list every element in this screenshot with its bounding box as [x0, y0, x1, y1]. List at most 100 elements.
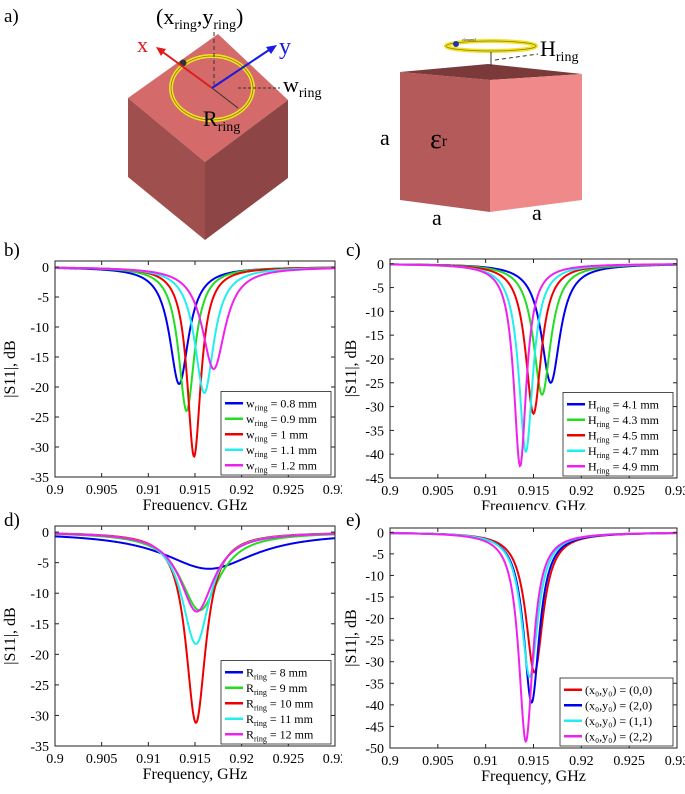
- chart-d-svg: d) 0.9 0.905 0.91 0.915 0.92 0.925 0.93 0 -5 -10 -1…: [2, 510, 347, 783]
- panel-label: b): [4, 240, 20, 261]
- y-tick-label: -45: [365, 472, 384, 487]
- legend-entry-0: (x₀,y₀) = (0,0): [585, 683, 652, 697]
- cube-left-side: [205, 100, 288, 240]
- x-tick-label: 0.92: [229, 483, 254, 498]
- geometry-figure: a) (xring,yring) x y wring Rring: [4, 4, 582, 240]
- y-tick-label: -20: [30, 648, 49, 663]
- y-tick-label: -35: [365, 424, 384, 439]
- x-tick-label: 0.92: [569, 754, 594, 769]
- cube-right-side: [490, 74, 582, 212]
- series-line-1: [55, 533, 335, 612]
- x-tick-label: 0.92: [229, 752, 254, 767]
- x-tick-label: 0.93: [323, 752, 342, 767]
- legend-entry-0: wring = 0.8 mm: [246, 396, 318, 412]
- side-a-bottom-1: a: [432, 205, 442, 230]
- legend-entry-1: (x₀,y₀) = (2,0): [585, 698, 652, 712]
- x-tick-label: 0.925: [273, 752, 305, 767]
- series-line-3: [390, 531, 677, 743]
- y-tick-label: -5: [372, 548, 384, 563]
- panel-label: c): [346, 240, 361, 261]
- y-tick-label: -10: [365, 569, 384, 584]
- y-tick-label: -35: [30, 471, 49, 486]
- chart-e-svg: e) 0.9 0.905 0.91 0.915 0.92 0.925 0.93 0 -5 -10 -1…: [343, 510, 685, 785]
- y-tick-label: -45: [365, 720, 384, 735]
- series-line-0: [55, 266, 335, 386]
- x-tick-label: 0.93: [323, 483, 342, 498]
- x-tick-label: 0.915: [179, 752, 211, 767]
- y-tick-label: -10: [30, 587, 49, 602]
- y-tick-label: -15: [30, 618, 49, 633]
- x-tick-label: 0.9: [381, 754, 399, 769]
- y-tick-label: -35: [365, 677, 384, 692]
- ring-side-outline: [445, 40, 537, 52]
- cube-left-top: [128, 34, 288, 162]
- y-tick-label: -25: [30, 411, 49, 426]
- x-tick-label: 0.925: [273, 483, 305, 498]
- y-axis-arrow: [211, 47, 273, 89]
- legend-entry-1: Rring = 9 mm: [246, 681, 308, 697]
- x-tick-label: 0.915: [518, 484, 550, 499]
- y-axis-label: |S11|, dB: [343, 340, 360, 397]
- axis-label-x: x: [137, 32, 148, 57]
- legend-entry-4: Rring = 12 mm: [246, 727, 314, 743]
- x-tick-label: 0.92: [569, 484, 594, 499]
- x-tick-label: 0.915: [179, 483, 211, 498]
- x-tick-label: 0.905: [86, 483, 118, 498]
- series-line-4: [390, 263, 677, 468]
- y-tick-label: -15: [30, 351, 49, 366]
- x-tick-label: 0.9: [46, 483, 64, 498]
- x-tick-label: 0.93: [665, 754, 685, 769]
- legend-entry-3: (x₀,y₀) = (2,2): [585, 729, 652, 743]
- legend-entry-3: Rring = 11 mm: [246, 712, 314, 728]
- y-tick-label: -5: [37, 291, 49, 306]
- y-tick-label: -30: [30, 709, 49, 724]
- radius-label: Rring: [203, 106, 240, 135]
- panel-label: d): [4, 510, 20, 531]
- axis-label-y: y: [279, 34, 291, 60]
- panel-a-geometry: a) (xring,yring) x y wring Rring: [0, 0, 685, 240]
- y-tick-label: -10: [365, 305, 384, 320]
- height-label: Hring: [540, 36, 578, 65]
- legend-entry-4: Hring = 4.9 mm: [588, 459, 660, 475]
- side-feed-point: [453, 41, 459, 47]
- legend-entry-3: Hring = 4.7 mm: [588, 444, 660, 460]
- x-axis-arrowhead: [156, 47, 166, 56]
- y-tick-label: -15: [365, 591, 384, 606]
- series-line-3: [55, 532, 335, 645]
- legend-entry-2: wring = 1 mm: [246, 427, 309, 443]
- x-axis-label: Frequency, GHz: [481, 768, 586, 785]
- y-axis-label: |S11|, dB: [2, 607, 19, 664]
- plot-c: c) 0.9 0.905 0.91 0.915 0.92 0.925 0.93 0 -5 -10 -1…: [342, 238, 685, 515]
- legend-entry-1: wring = 0.9 mm: [246, 412, 318, 428]
- y-tick-label: 0: [42, 526, 49, 541]
- y-tick-label: -40: [365, 699, 384, 714]
- panel-label-a: a): [4, 6, 19, 27]
- legend-entry-0: Hring = 4.1 mm: [588, 397, 660, 413]
- series-line-4: [55, 532, 335, 613]
- series-line-4: [55, 266, 335, 371]
- x-tick-label: 0.905: [86, 752, 118, 767]
- chart-c-svg: c) 0.9 0.905 0.91 0.915 0.92 0.925 0.93 0 -5 -10 -1…: [343, 240, 685, 515]
- x-tick-label: 0.91: [473, 754, 498, 769]
- y-tick-label: -35: [30, 740, 49, 755]
- x-tick-label: 0.905: [422, 754, 454, 769]
- x-tick-label: 0.915: [518, 754, 550, 769]
- y-axis-label: |S11|, dB: [343, 609, 360, 666]
- plot-d: d) 0.9 0.905 0.91 0.915 0.92 0.925 0.93 0 -5 -10 -1…: [0, 508, 347, 789]
- legend-entry-2: Rring = 10 mm: [246, 696, 314, 712]
- x-axis-arrow: [159, 49, 213, 89]
- cube-right: [400, 64, 582, 212]
- cube-right-front: [400, 72, 490, 212]
- y-tick-label: -30: [30, 441, 49, 456]
- side-a-bottom-2: a: [532, 200, 542, 225]
- x-tick-label: 0.91: [136, 752, 161, 767]
- y-tick-label: 0: [42, 261, 49, 276]
- series-line-0: [55, 535, 335, 570]
- x-axis-label: Frequency, GHz: [143, 497, 248, 510]
- radius-line: [211, 87, 239, 109]
- x-tick-label: 0.925: [613, 754, 645, 769]
- y-tick-label: -20: [365, 613, 384, 628]
- legend-entry-2: (x₀,y₀) = (1,1): [585, 714, 652, 728]
- y-tick-label: -25: [365, 634, 384, 649]
- y-tick-label: -40: [365, 448, 384, 463]
